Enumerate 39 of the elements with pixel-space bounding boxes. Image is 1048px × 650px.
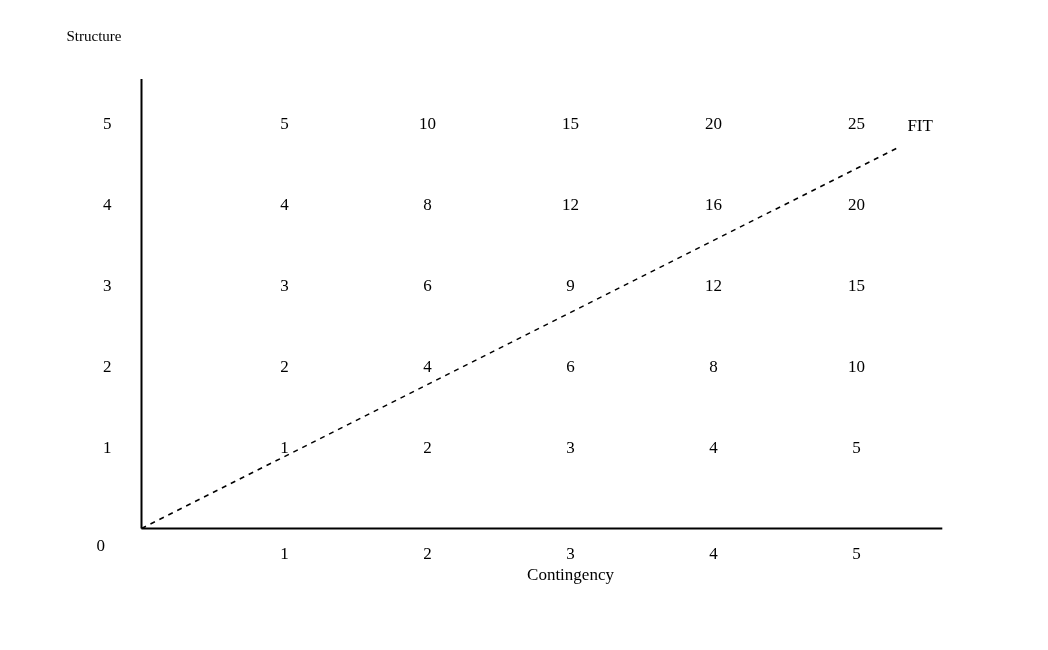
data-label: 20 [705,114,722,133]
x-tick-label: 4 [709,543,719,563]
y-tick-label: 4 [103,195,112,214]
data-label: 1 [280,438,289,457]
y-tick-label: 5 [103,114,112,133]
data-label: 3 [280,276,289,295]
data-label: 12 [705,276,722,295]
data-label: 8 [709,357,718,376]
data-label: 9 [566,276,575,295]
data-label: 10 [419,114,436,133]
x-tick-label: 5 [852,543,861,563]
data-label: 2 [280,357,289,376]
data-label: 25 [848,114,865,133]
data-label: 10 [848,357,865,376]
data-label: 4 [423,357,433,376]
data-label: 6 [423,276,432,295]
data-label: 6 [566,357,575,376]
annotation: FIT [907,115,934,135]
data-label: 2 [423,438,432,457]
y-axis-title: Structure [66,28,122,45]
data-label: 5 [852,438,861,457]
data-label: 16 [705,195,722,214]
y-tick-label: 3 [103,276,112,295]
data-label: 4 [280,195,290,214]
data-label: 4 [709,438,719,457]
y-tick-label: 1 [103,438,112,457]
data-label: 8 [423,195,432,214]
data-label: 15 [848,276,865,295]
data-label: 20 [848,195,865,214]
data-label: 5 [280,114,289,133]
data-label: 15 [562,114,579,133]
y-tick-label: 2 [103,357,112,376]
text: 0 [96,535,105,555]
x-axis-title: Contingency [527,565,615,585]
x-tick-label: 2 [423,543,432,563]
data-label: 12 [562,195,579,214]
x-tick-label: 3 [566,543,575,563]
data-label: 3 [566,438,575,457]
x-tick-label: 1 [280,543,289,563]
